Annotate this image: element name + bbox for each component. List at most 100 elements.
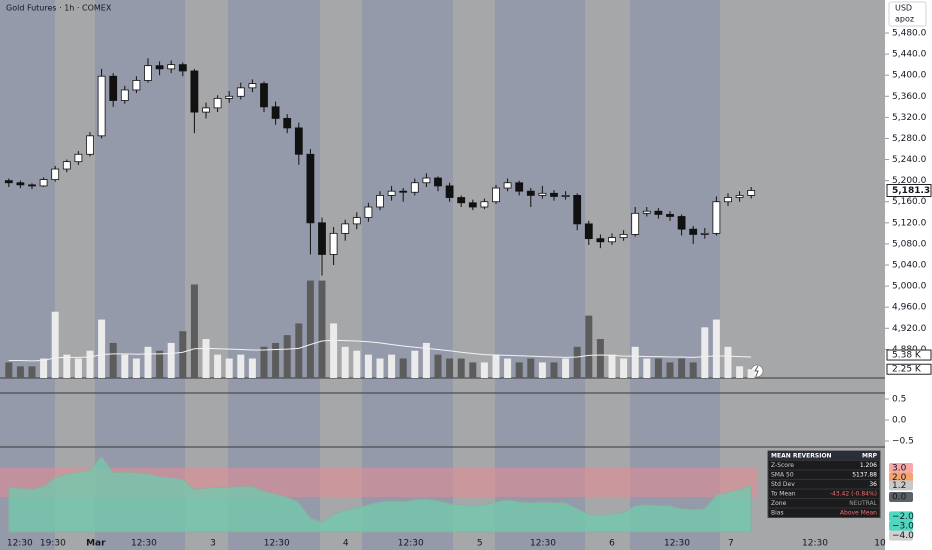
volume-bar <box>457 358 465 378</box>
candle-body <box>480 201 489 208</box>
volume-bar <box>156 350 164 378</box>
table-header: MEAN REVERSION <box>771 452 832 459</box>
candle-body <box>39 179 48 187</box>
candle-body <box>526 190 535 196</box>
candle-body <box>248 83 257 89</box>
candle-body <box>167 64 176 70</box>
volume-bar <box>666 362 674 378</box>
volume-bar <box>364 354 372 378</box>
x-tick-label: 10 <box>874 539 886 549</box>
session-bands <box>0 0 720 550</box>
x-tick-label: 7 <box>728 539 734 549</box>
candle-body <box>677 216 686 230</box>
table-header-bg <box>768 451 880 461</box>
candle-body <box>666 213 674 217</box>
price-tag: 5,181.3 <box>892 186 930 196</box>
x-tick-label: 6 <box>609 539 615 549</box>
table-label: Std Dev <box>771 481 795 488</box>
account[interactable]: apoz <box>895 15 914 24</box>
price-axis-background <box>885 0 932 550</box>
y-tick-label: 5,120.0 <box>892 218 927 228</box>
volume-bar <box>550 362 558 378</box>
y-tick-label: −3.0 <box>892 522 914 532</box>
price-tag-box <box>886 184 932 198</box>
y-tick-label: 5,400.0 <box>892 71 927 81</box>
icon-bolt[interactable] <box>754 365 759 377</box>
candle-body <box>422 177 431 184</box>
candle-body <box>28 184 36 187</box>
y-tick-label: 5,280.0 <box>892 134 927 144</box>
volume-bar <box>190 284 198 378</box>
candle-body <box>376 195 384 208</box>
volume-bar <box>480 362 488 378</box>
table-value: Above Mean <box>840 509 877 516</box>
volume-bar <box>631 346 639 378</box>
candle-body <box>306 153 315 224</box>
volume-bar <box>469 362 477 378</box>
volume-bar <box>620 358 628 378</box>
candle-body <box>387 190 396 196</box>
volume-bar <box>538 362 546 378</box>
y-tick-label: 5,040.0 <box>892 261 927 271</box>
x-tick-label: 12:30 <box>7 539 33 549</box>
candle-body <box>202 107 210 113</box>
candle-body <box>619 234 628 238</box>
volume-bar <box>446 358 454 378</box>
candle-body <box>109 75 118 101</box>
volume-bar <box>527 358 535 378</box>
candle-body <box>596 238 605 243</box>
volume-tag-box <box>886 349 932 361</box>
candle-body <box>503 182 512 189</box>
currency[interactable]: USD <box>895 4 912 13</box>
volume-bar <box>573 346 581 378</box>
volume-bar <box>492 354 500 378</box>
candle-body <box>642 210 651 214</box>
candle-body <box>155 65 164 70</box>
candle-body <box>468 202 477 208</box>
volume-bar <box>736 366 744 378</box>
volume-bar <box>306 280 314 378</box>
y-tick-label: 5,480.0 <box>892 29 927 39</box>
table-label: Z-Score <box>771 462 794 469</box>
y-tick-label: 5,360.0 <box>892 92 927 102</box>
candle-body <box>283 118 292 129</box>
volume-bar <box>295 323 303 378</box>
volume-bar <box>40 358 48 378</box>
volume-bar <box>712 319 720 378</box>
candle-body <box>584 223 593 240</box>
currency-box[interactable] <box>888 1 927 27</box>
x-tick-label: 19:30 <box>40 539 66 549</box>
candle-body <box>225 95 234 99</box>
volume-bar <box>318 280 326 378</box>
volume-bar <box>167 342 175 378</box>
table-label: SMA 50 <box>771 471 794 478</box>
y-tick-label: −4.0 <box>892 531 914 541</box>
session-band <box>362 0 453 550</box>
candle-body <box>97 75 106 137</box>
volume-bar <box>5 362 13 378</box>
volume-bar <box>422 342 430 378</box>
candle-body <box>74 153 83 163</box>
volume-bar <box>689 362 697 378</box>
table-background <box>767 450 881 518</box>
candle-body <box>700 232 709 235</box>
volume-bar <box>376 358 384 378</box>
y-tick-label: 4,960.0 <box>892 303 927 313</box>
candle-body <box>260 83 268 108</box>
x-tick-label: 12:30 <box>802 539 828 549</box>
candle-body <box>236 87 245 97</box>
candle-body <box>561 195 570 197</box>
volume-bar <box>74 358 82 378</box>
x-tick-label: 5 <box>477 539 483 549</box>
x-tick-label: 12:30 <box>530 539 556 549</box>
y-tick-label: −0.5 <box>892 436 914 446</box>
volume-bar <box>214 354 222 378</box>
y-tick-label: 5,200.0 <box>892 176 927 186</box>
candle-body <box>515 182 524 192</box>
volume-bar <box>643 358 651 378</box>
x-tick-label: Mar <box>86 539 106 549</box>
volume-bar <box>341 346 349 378</box>
y-tick-label: 1.2 <box>892 481 906 491</box>
volume-bar <box>353 350 361 378</box>
candle-body <box>4 180 13 184</box>
